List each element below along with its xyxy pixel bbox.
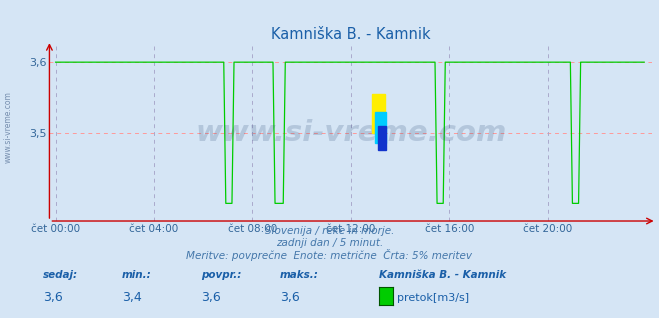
Text: 3,4: 3,4 bbox=[122, 291, 142, 303]
Text: Slovenija / reke in morje.: Slovenija / reke in morje. bbox=[265, 226, 394, 236]
Text: Kamniška B. - Kamnik: Kamniška B. - Kamnik bbox=[379, 270, 506, 280]
Title: Kamniška B. - Kamnik: Kamniška B. - Kamnik bbox=[271, 27, 431, 42]
Text: www.si-vreme.com: www.si-vreme.com bbox=[195, 119, 507, 147]
Text: 3,6: 3,6 bbox=[43, 291, 63, 303]
Text: Meritve: povprečne  Enote: metrične  Črta: 5% meritev: Meritve: povprečne Enote: metrične Črta:… bbox=[186, 249, 473, 261]
Text: min.:: min.: bbox=[122, 270, 152, 280]
Bar bbox=[378, 126, 386, 150]
Text: povpr.:: povpr.: bbox=[201, 270, 241, 280]
Text: 3,6: 3,6 bbox=[280, 291, 300, 303]
Bar bbox=[375, 112, 386, 143]
Text: maks.:: maks.: bbox=[280, 270, 319, 280]
Text: www.si-vreme.com: www.si-vreme.com bbox=[4, 91, 13, 163]
Text: pretok[m3/s]: pretok[m3/s] bbox=[397, 293, 469, 302]
Text: zadnji dan / 5 minut.: zadnji dan / 5 minut. bbox=[276, 238, 383, 248]
Bar bbox=[372, 94, 386, 133]
Text: 3,6: 3,6 bbox=[201, 291, 221, 303]
Text: sedaj:: sedaj: bbox=[43, 270, 78, 280]
